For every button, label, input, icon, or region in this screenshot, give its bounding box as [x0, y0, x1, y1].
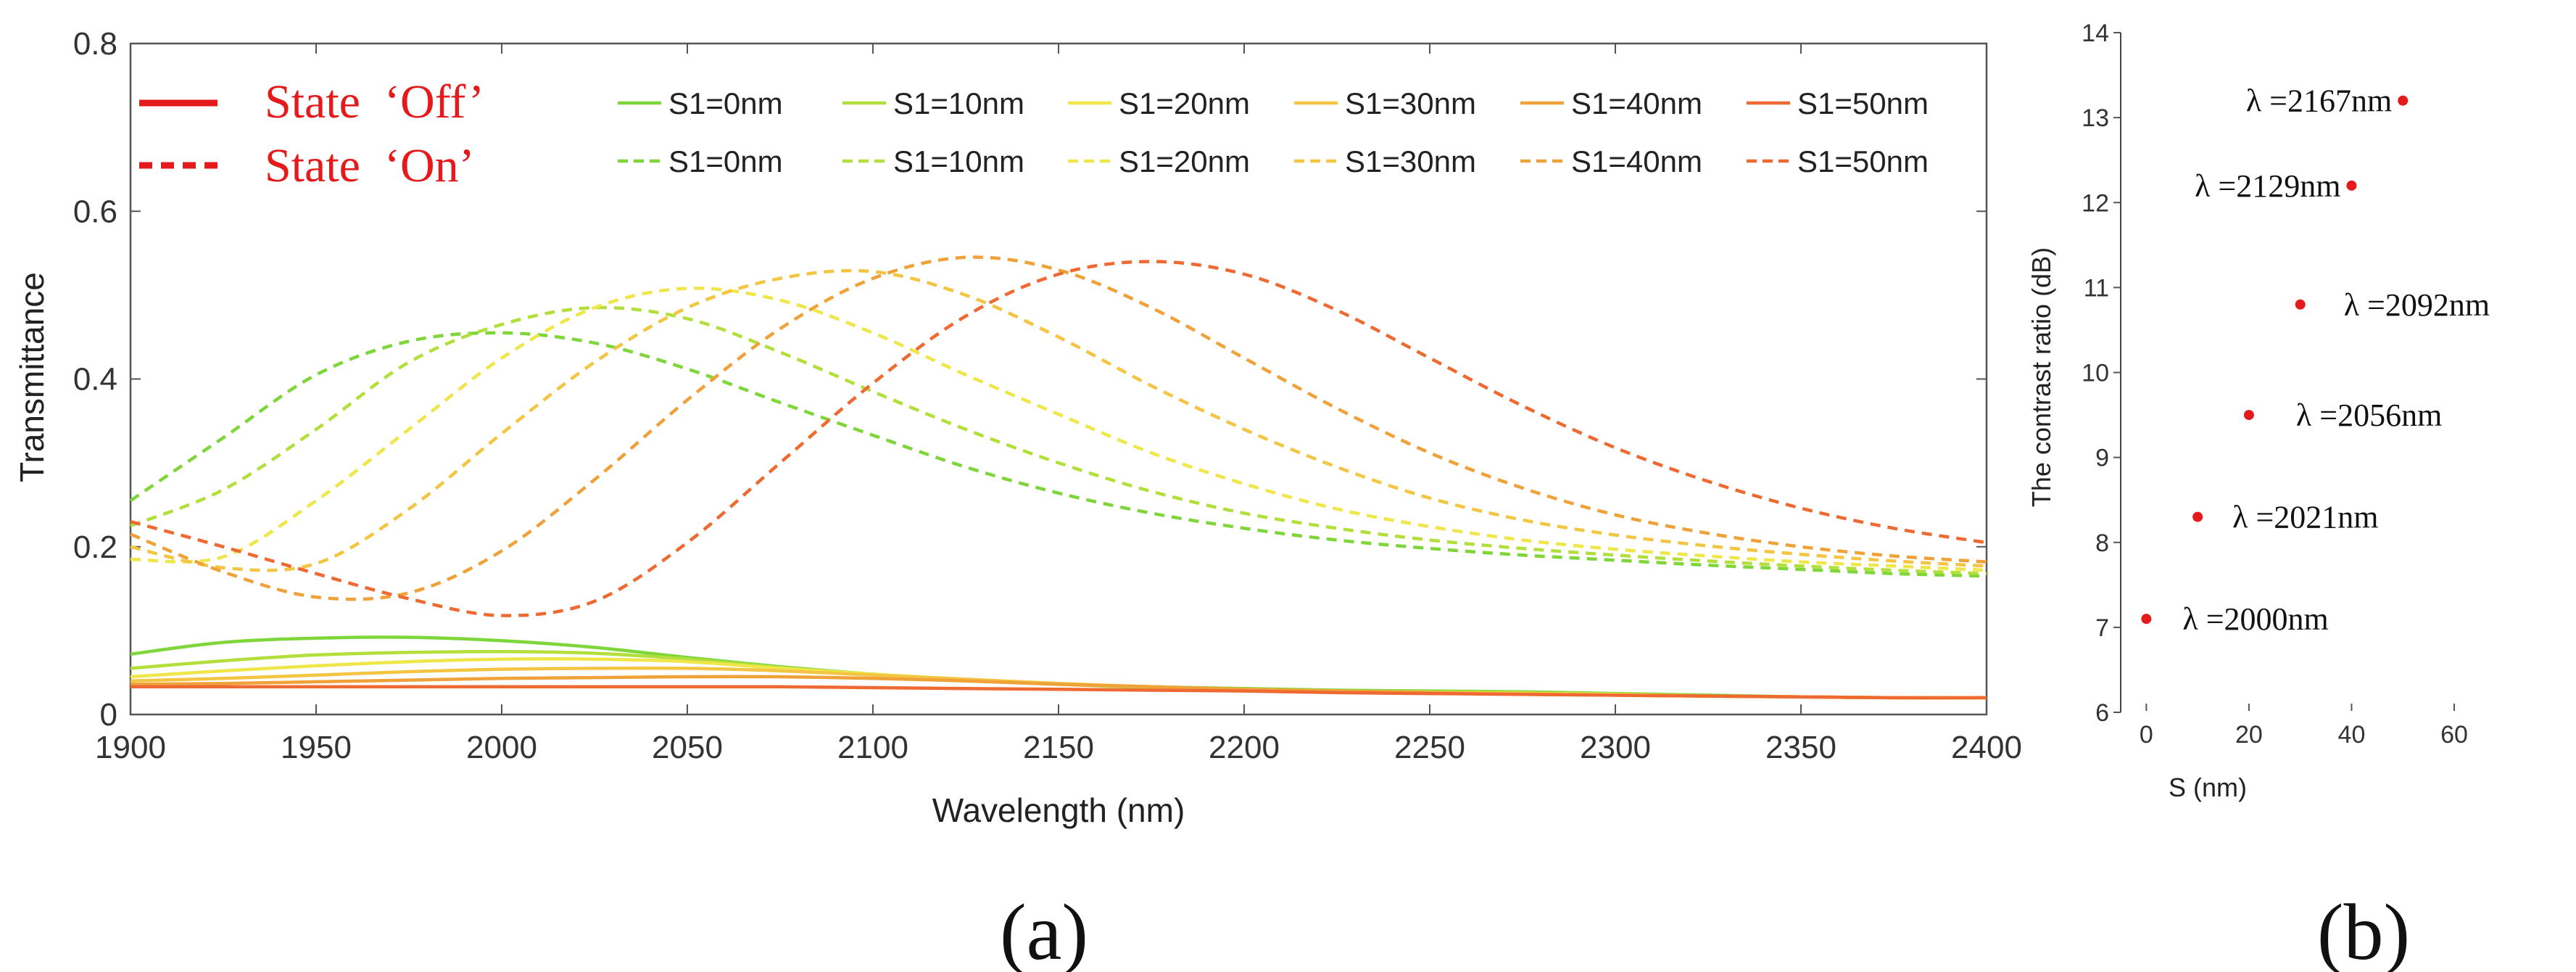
plot-a-x-tick-label: 2100 [837, 730, 908, 765]
plot-b-xlabel: S (nm) [2169, 773, 2247, 802]
legend-label-off-2: S1=20nm [1119, 86, 1250, 120]
series-line-on-s150nm [130, 260, 1987, 617]
plot-b-y-ticks: 6 7 8 9 10 11 12 13 14 [2082, 20, 2121, 727]
plot-a-legend-items: S1=0nm S1=10nm S1=20nm S1=30nm S1=40nm S1=50n… [618, 86, 1929, 178]
legend-label-off-5: S1=50nm [1797, 86, 1929, 120]
point-annotation: λ =2021nm [2232, 500, 2378, 535]
scatter-point [2295, 299, 2306, 310]
scatter-point [2243, 410, 2254, 421]
legend-label-off-0: S1=0nm [668, 86, 783, 120]
legend-label-on-1: S1=10nm [893, 144, 1024, 178]
series-line-on-s130nm [130, 268, 1987, 572]
plot-b-y-tick-label: 8 [2095, 530, 2109, 557]
plot-a-y-tick-label: 0 [100, 697, 117, 733]
plot-a-y-tick-label: 0.4 [73, 362, 117, 398]
point-annotation: λ =2129nm [2195, 168, 2340, 204]
series-line-on-s140nm [130, 255, 1987, 601]
plot-a-series [129, 255, 1987, 700]
panel-a-label: (a) [1000, 888, 1088, 972]
series-line-off-s120nm [130, 657, 1987, 700]
plot-b-x-tick-label: 0 [2140, 721, 2153, 749]
point-annotation: λ =2056nm [2296, 398, 2442, 433]
plot-a-x-tick-label: 2000 [466, 730, 537, 765]
plot-a-legend: State ‘Off’ State ‘On’ S1=0nm S1=10nm S1=2… [139, 75, 1929, 192]
plot-b-y-tick-label: 9 [2095, 445, 2109, 472]
plot-b-ylabel: The contrast ratio (dB) [2026, 247, 2056, 507]
legend-label-on-0: S1=0nm [668, 144, 783, 178]
plot-a-y-tick-label: 0.8 [73, 26, 117, 62]
series-line-off-s150nm [130, 685, 1987, 700]
plot-a-y-tick-label: 0.2 [73, 530, 117, 565]
legend-state-on-label: State ‘On’ [265, 139, 475, 192]
plot-b-y-tick-label: 10 [2082, 360, 2109, 387]
series-line-on-s120nm [130, 287, 1987, 572]
plot-b-y-tick-label: 13 [2082, 104, 2109, 132]
scatter-point [2141, 614, 2152, 625]
plot-a-y-tick-label: 0.6 [73, 194, 117, 229]
series-line-on-s110nm [130, 305, 1987, 576]
plot-a-y-ticks: 0 0.2 0.4 0.6 0.8 [73, 26, 1987, 733]
legend-label-on-4: S1=40nm [1571, 144, 1702, 178]
scatter-point [2346, 180, 2357, 191]
plot-a-x-tick-label: 2200 [1209, 730, 1280, 765]
plot-a-x-tick-label: 2400 [1951, 730, 2022, 765]
legend-label-off-3: S1=30nm [1345, 86, 1476, 120]
point-annotation: λ =2167nm [2246, 83, 2392, 119]
plot-b-y-tick-label: 12 [2082, 189, 2109, 217]
plot-b-points: λ =2000nm λ =2021nm λ =2056nm λ =2092nm λ =2… [2141, 83, 2490, 637]
plot-a-x-tick-label: 2300 [1580, 730, 1651, 765]
plot-a-x-ticks: 1900 1950 2000 2050 2100 2150 2200 2250 2300 2350… [95, 44, 2022, 765]
legend-label-on-2: S1=20nm [1119, 144, 1250, 178]
plot-a-x-tick-label: 2050 [652, 730, 723, 765]
series-line-on-s10nm [129, 331, 1987, 578]
plot-b-x-tick-label: 20 [2235, 721, 2263, 749]
legend-label-off-1: S1=10nm [893, 86, 1024, 120]
scatter-point [2398, 95, 2409, 106]
plot-b-x-ticks: 0 20 40 60 [2140, 704, 2468, 749]
plot-b-x-tick-label: 60 [2440, 721, 2468, 749]
plot-a-ylabel: Transmittance [13, 272, 51, 482]
legend-label-off-4: S1=40nm [1571, 86, 1702, 120]
plot-a-x-tick-label: 1950 [281, 730, 352, 765]
plot-a-x-tick-label: 2250 [1394, 730, 1465, 765]
plot-a-x-tick-label: 2350 [1765, 730, 1836, 765]
point-annotation: λ =2092nm [2344, 287, 2490, 323]
legend-label-on-5: S1=50nm [1797, 144, 1929, 178]
plot-b-y-tick-label: 11 [2084, 274, 2109, 302]
plot-a-x-tick-label: 2150 [1023, 730, 1094, 765]
plot-b-y-tick-label: 7 [2095, 614, 2109, 642]
scatter-point [2192, 511, 2203, 522]
plot-b-y-tick-label: 14 [2082, 20, 2109, 47]
legend-label-on-3: S1=30nm [1345, 144, 1476, 178]
panel-a: 1900 1950 2000 2050 2100 2150 2200 2250 2300 2350… [13, 26, 2022, 972]
panel-b-label: (b) [2317, 888, 2410, 972]
panel-b: 0 20 40 60 6 7 8 9 10 11 12 13 14 λ =2000nm λ =2021n… [2026, 20, 2490, 972]
plot-a-xlabel: Wavelength (nm) [932, 791, 1185, 829]
plot-b-x-tick-label: 40 [2338, 721, 2366, 749]
legend-state-off-label: State ‘Off’ [265, 75, 484, 128]
point-annotation: λ =2000nm [2182, 601, 2328, 637]
plot-a-x-tick-label: 1900 [95, 730, 166, 765]
plot-b-y-tick-label: 6 [2095, 699, 2109, 727]
